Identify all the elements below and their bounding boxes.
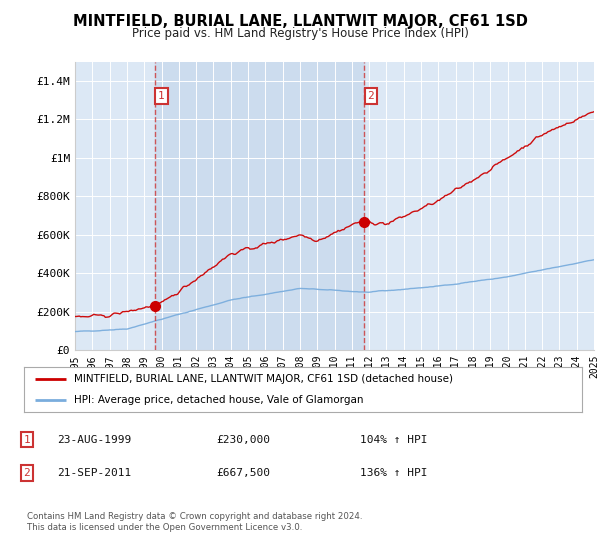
Text: Price paid vs. HM Land Registry's House Price Index (HPI): Price paid vs. HM Land Registry's House …	[131, 27, 469, 40]
Bar	[155, 62, 364, 350]
Text: 21-SEP-2011: 21-SEP-2011	[57, 468, 131, 478]
Text: Contains HM Land Registry data © Crown copyright and database right 2024.
This d: Contains HM Land Registry data © Crown c…	[27, 512, 362, 532]
Text: 1: 1	[23, 435, 31, 445]
Text: HPI: Average price, detached house, Vale of Glamorgan: HPI: Average price, detached house, Vale…	[74, 394, 364, 404]
Text: 2: 2	[367, 91, 374, 101]
Text: 104% ↑ HPI: 104% ↑ HPI	[360, 435, 427, 445]
Text: 2: 2	[23, 468, 31, 478]
Text: 136% ↑ HPI: 136% ↑ HPI	[360, 468, 427, 478]
Text: £230,000: £230,000	[216, 435, 270, 445]
Text: £667,500: £667,500	[216, 468, 270, 478]
Text: 23-AUG-1999: 23-AUG-1999	[57, 435, 131, 445]
Text: 1: 1	[158, 91, 165, 101]
Text: MINTFIELD, BURIAL LANE, LLANTWIT MAJOR, CF61 1SD: MINTFIELD, BURIAL LANE, LLANTWIT MAJOR, …	[73, 14, 527, 29]
Text: MINTFIELD, BURIAL LANE, LLANTWIT MAJOR, CF61 1SD (detached house): MINTFIELD, BURIAL LANE, LLANTWIT MAJOR, …	[74, 374, 453, 384]
